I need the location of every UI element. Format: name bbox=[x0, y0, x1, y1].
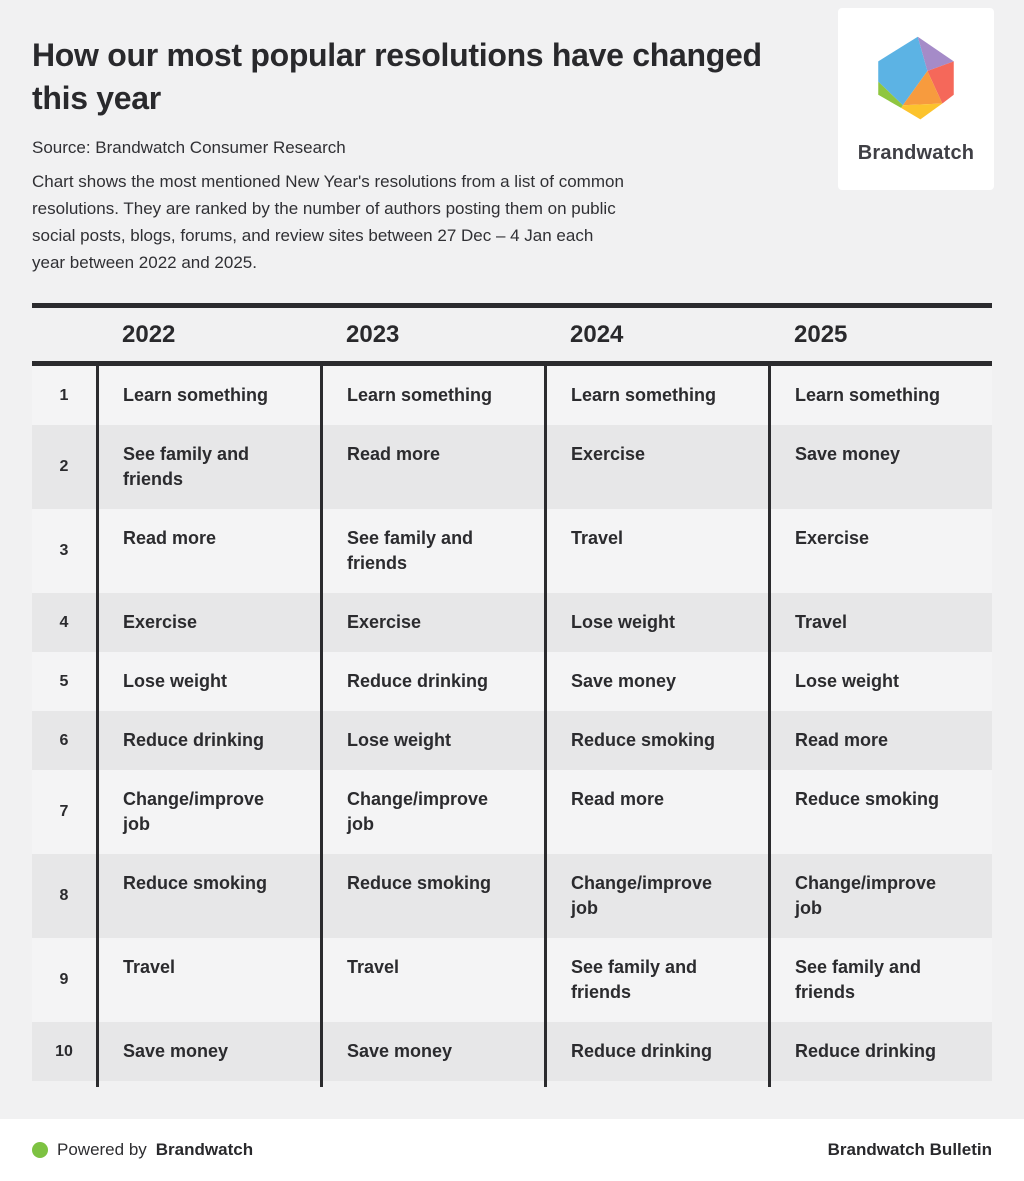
resolution-cell-2025-rank-8: Change/improve job bbox=[768, 854, 992, 938]
resolution-cell-2024-rank-5: Save money bbox=[544, 652, 768, 711]
description-line: Chart shows the most mentioned New Year'… bbox=[32, 172, 624, 191]
resolution-cell-2023-rank-6: Lose weight bbox=[320, 711, 544, 770]
year-header-2025: 2025 bbox=[794, 320, 848, 348]
page-title-line-1: How our most popular resolutions have ch… bbox=[32, 37, 762, 73]
logo-facet-green bbox=[878, 81, 903, 108]
resolution-cell-2025-rank-1: Learn something bbox=[768, 366, 992, 425]
resolution-cell-2023-rank-3: See family and friends bbox=[320, 509, 544, 593]
brandwatch-wordmark: Brandwatch bbox=[857, 142, 975, 164]
rank-cell-7: 7 bbox=[32, 770, 96, 854]
resolution-cell-2023-rank-9: Travel bbox=[320, 938, 544, 1022]
footer-bar: Powered by Brandwatch Brandwatch Bulleti… bbox=[0, 1119, 1024, 1181]
logo-facet-blue bbox=[878, 36, 928, 106]
year-header-2024: 2024 bbox=[570, 320, 624, 348]
rank-cell-6: 6 bbox=[32, 711, 96, 770]
logo-facet-red bbox=[927, 61, 954, 104]
resolution-cell-2022-rank-8: Reduce smoking bbox=[96, 854, 320, 938]
page-title: How our most popular resolutions have ch… bbox=[32, 34, 832, 120]
powered-by-text: Powered by bbox=[57, 1140, 147, 1159]
logo-facet-yellow bbox=[901, 103, 943, 120]
resolution-cell-2023-rank-4: Exercise bbox=[320, 593, 544, 652]
resolution-cell-2024-rank-10: Reduce drinking bbox=[544, 1022, 768, 1081]
resolution-cell-2022-rank-10: Save money bbox=[96, 1022, 320, 1081]
logo-facet-orange bbox=[902, 71, 943, 106]
rank-cell-4: 4 bbox=[32, 593, 96, 652]
resolution-cell-2023-rank-7: Change/improve job bbox=[320, 770, 544, 854]
resolution-cell-2022-rank-1: Learn something bbox=[96, 366, 320, 425]
green-dot-icon bbox=[32, 1142, 48, 1158]
resolution-cell-2025-rank-10: Reduce drinking bbox=[768, 1022, 992, 1081]
resolution-cell-2025-rank-2: Save money bbox=[768, 425, 992, 509]
resolution-cell-2022-rank-3: Read more bbox=[96, 509, 320, 593]
resolution-cell-2025-rank-6: Read more bbox=[768, 711, 992, 770]
year-header-2022: 2022 bbox=[122, 320, 176, 348]
resolution-cell-2025-rank-3: Exercise bbox=[768, 509, 992, 593]
resolution-cell-2025-rank-4: Travel bbox=[768, 593, 992, 652]
rank-cell-5: 5 bbox=[32, 652, 96, 711]
logo-facet-purple bbox=[917, 36, 954, 72]
resolution-cell-2022-rank-5: Lose weight bbox=[96, 652, 320, 711]
tail-corner bbox=[32, 1081, 96, 1087]
resolution-cell-2023-rank-10: Save money bbox=[320, 1022, 544, 1081]
powered-by-brand: Brandwatch bbox=[155, 1140, 254, 1159]
resolution-cell-2024-rank-9: See family and friends bbox=[544, 938, 768, 1022]
resolution-cell-2024-rank-2: Exercise bbox=[544, 425, 768, 509]
chart-description: Chart shows the most mentioned New Year'… bbox=[32, 168, 992, 276]
resolution-cell-2023-rank-1: Learn something bbox=[320, 366, 544, 425]
resolution-cell-2022-rank-9: Travel bbox=[96, 938, 320, 1022]
resolution-cell-2022-rank-7: Change/improve job bbox=[96, 770, 320, 854]
rank-cell-2: 2 bbox=[32, 425, 96, 509]
tail-column-line bbox=[320, 1081, 544, 1087]
source-line: Source: Brandwatch Consumer Research bbox=[32, 138, 346, 157]
tail-column-line bbox=[768, 1081, 992, 1087]
resolution-cell-2024-rank-4: Lose weight bbox=[544, 593, 768, 652]
resolution-cell-2025-rank-7: Reduce smoking bbox=[768, 770, 992, 854]
description-line: social posts, blogs, forums, and review … bbox=[32, 226, 594, 245]
rank-cell-1: 1 bbox=[32, 366, 96, 425]
year-header-2023: 2023 bbox=[346, 320, 400, 348]
resolution-cell-2023-rank-8: Reduce smoking bbox=[320, 854, 544, 938]
brandwatch-hexagon-icon bbox=[878, 36, 954, 120]
resolution-cell-2022-rank-4: Exercise bbox=[96, 593, 320, 652]
resolution-cell-2023-rank-2: Read more bbox=[320, 425, 544, 509]
resolutions-rank-table: 2022 2023 2024 2025 1 Learn something Learn so… bbox=[32, 303, 992, 1087]
description-line: resolutions. They are ranked by the numb… bbox=[32, 199, 616, 218]
resolution-cell-2024-rank-1: Learn something bbox=[544, 366, 768, 425]
resolution-cell-2024-rank-6: Reduce smoking bbox=[544, 711, 768, 770]
resolution-cell-2024-rank-3: Travel bbox=[544, 509, 768, 593]
bulletin-label: Brandwatch Bulletin bbox=[827, 1140, 992, 1159]
tail-column-line bbox=[96, 1081, 320, 1087]
resolution-cell-2024-rank-8: Change/improve job bbox=[544, 854, 768, 938]
tail-column-line bbox=[544, 1081, 768, 1087]
resolution-cell-2023-rank-5: Reduce drinking bbox=[320, 652, 544, 711]
page-title-line-2: this year bbox=[32, 80, 161, 116]
rank-cell-8: 8 bbox=[32, 854, 96, 938]
rank-cell-10: 10 bbox=[32, 1022, 96, 1081]
resolution-cell-2025-rank-5: Lose weight bbox=[768, 652, 992, 711]
rank-cell-3: 3 bbox=[32, 509, 96, 593]
description-line: year between 2022 and 2025. bbox=[32, 253, 257, 272]
resolution-cell-2022-rank-6: Reduce drinking bbox=[96, 711, 320, 770]
resolution-cell-2025-rank-9: See family and friends bbox=[768, 938, 992, 1022]
table-top-rule bbox=[32, 303, 992, 308]
infographic-page: How our most popular resolutions have ch… bbox=[0, 0, 1024, 1119]
powered-by: Powered by Brandwatch bbox=[32, 1140, 253, 1160]
resolution-cell-2024-rank-7: Read more bbox=[544, 770, 768, 854]
table-header-rule bbox=[32, 361, 992, 366]
resolution-cell-2022-rank-2: See family and friends bbox=[96, 425, 320, 509]
brandwatch-logo-card: Brandwatch bbox=[838, 8, 994, 190]
rank-cell-9: 9 bbox=[32, 938, 96, 1022]
table-corner-cell bbox=[32, 308, 96, 361]
